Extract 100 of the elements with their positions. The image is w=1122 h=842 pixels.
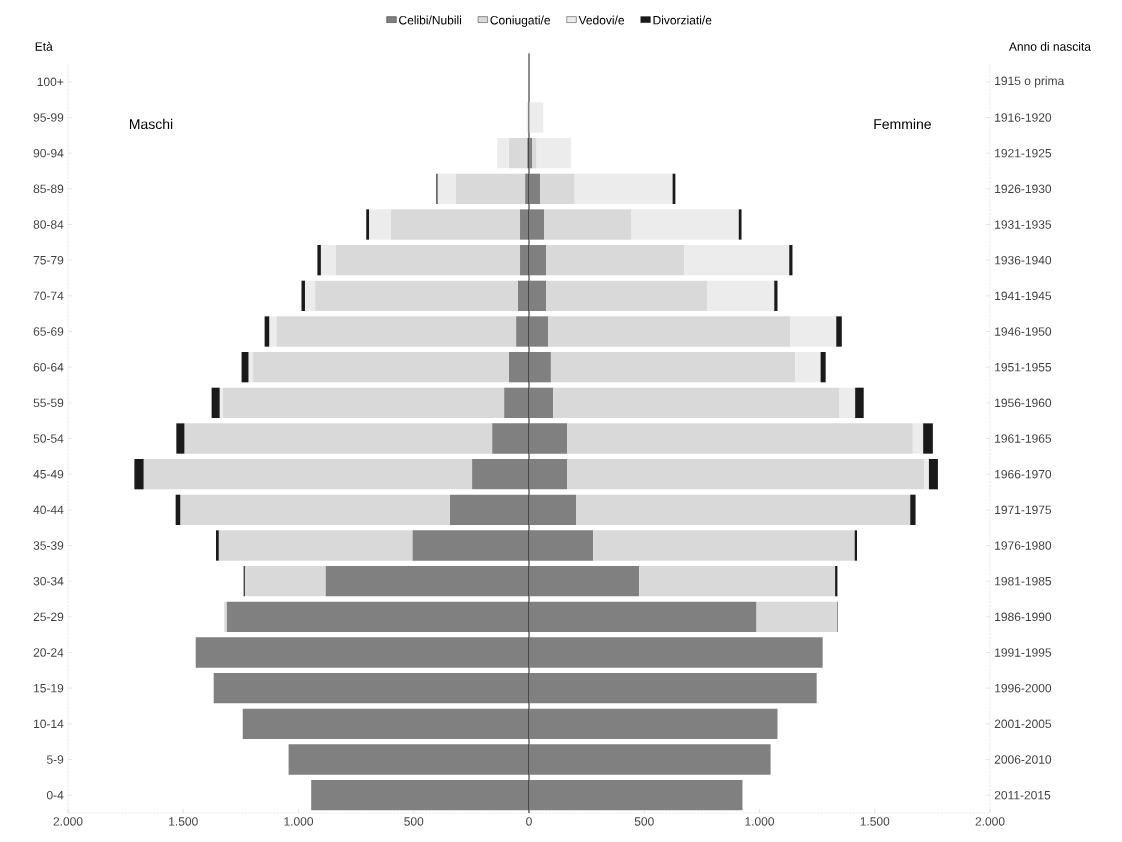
y-tick-label: 90-94 bbox=[33, 148, 64, 158]
annotation: Maschi bbox=[129, 118, 173, 130]
bar bbox=[315, 280, 518, 311]
bar bbox=[390, 209, 521, 240]
bar bbox=[508, 138, 528, 169]
y-tick-label: 0-4 bbox=[46, 790, 64, 800]
bar bbox=[631, 209, 739, 240]
y-tick-label: 95-99 bbox=[33, 113, 64, 122]
bar bbox=[567, 423, 913, 454]
bar bbox=[224, 601, 227, 632]
bar bbox=[639, 566, 836, 597]
bar bbox=[548, 316, 791, 347]
y2-tick-label: 1915 o prima bbox=[995, 76, 1065, 88]
bar bbox=[574, 173, 673, 204]
bar bbox=[244, 566, 326, 597]
bar bbox=[532, 138, 537, 169]
x-tick-label: 1.500 bbox=[860, 817, 890, 826]
bar bbox=[437, 173, 456, 204]
y-tick-label: 30-34 bbox=[33, 576, 64, 586]
bar bbox=[774, 280, 778, 311]
y-tick-label: 80-84 bbox=[33, 220, 64, 229]
y-tick-label: 20-24 bbox=[33, 648, 64, 657]
y2-tick-label: 1921-1925 bbox=[995, 148, 1052, 158]
y-tick-label: 75-79 bbox=[33, 255, 64, 265]
y-tick-label: 85-89 bbox=[33, 184, 64, 194]
bar bbox=[304, 280, 316, 311]
y2-tick-label: 1926-1930 bbox=[995, 184, 1052, 194]
x-tick-label: 1.000 bbox=[745, 817, 775, 826]
bar bbox=[276, 316, 517, 347]
y-axis-title: Età bbox=[35, 41, 53, 51]
bar bbox=[707, 280, 775, 311]
bar bbox=[143, 459, 473, 490]
y-tick-label: 100+ bbox=[37, 77, 64, 87]
bar bbox=[320, 245, 336, 276]
bar bbox=[839, 387, 856, 418]
y-tick-label: 25-29 bbox=[33, 612, 64, 622]
x-tick-label: 1.000 bbox=[284, 817, 314, 826]
y-tick-label: 45-49 bbox=[33, 469, 64, 479]
y2-tick-label: 1956-1960 bbox=[995, 398, 1052, 408]
bar bbox=[335, 245, 521, 276]
y-tick-label: 70-74 bbox=[33, 291, 64, 301]
y-tick-label: 10-14 bbox=[34, 719, 64, 729]
y2-tick-label: 1931-1935 bbox=[995, 220, 1052, 229]
legend-label: Coniugati/e bbox=[490, 15, 551, 27]
bar bbox=[248, 352, 254, 383]
y2-tick-label: 1946-1950 bbox=[995, 327, 1052, 336]
y2-tick-label: 1996-2000 bbox=[995, 683, 1052, 693]
x-tick-label: 2.000 bbox=[53, 817, 83, 826]
bar bbox=[593, 530, 855, 561]
x-tick-label: 500 bbox=[404, 817, 424, 826]
y-tick-label: 15-19 bbox=[34, 683, 64, 693]
y2-tick-label: 1961-1965 bbox=[995, 434, 1052, 443]
y2-tick-label: 1951-1955 bbox=[995, 362, 1052, 372]
bar bbox=[253, 352, 509, 383]
bar bbox=[529, 173, 541, 204]
bar bbox=[369, 209, 391, 240]
bar bbox=[497, 138, 509, 169]
y2-tick-label: 1941-1945 bbox=[995, 291, 1052, 301]
bar bbox=[855, 387, 864, 418]
y2-tick-label: 1981-1985 bbox=[995, 576, 1052, 586]
bar bbox=[790, 316, 837, 347]
y-tick-label: 40-44 bbox=[33, 505, 64, 515]
y2-tick-label: 1966-1970 bbox=[995, 469, 1052, 479]
y2-tick-label: 1976-1980 bbox=[995, 541, 1052, 550]
bar bbox=[910, 494, 916, 525]
bar bbox=[529, 102, 544, 133]
bar bbox=[546, 245, 685, 276]
annotation: Femmine bbox=[874, 118, 931, 130]
bar bbox=[912, 423, 924, 454]
bar bbox=[546, 280, 708, 311]
y2-tick-label: 1971-1975 bbox=[995, 505, 1052, 515]
y2-tick-label: 1986-1990 bbox=[995, 612, 1052, 622]
bar bbox=[180, 494, 450, 525]
bar bbox=[550, 352, 796, 383]
bar bbox=[820, 352, 826, 383]
bar bbox=[924, 459, 929, 490]
y-tick-label: 60-64 bbox=[33, 362, 64, 372]
bar bbox=[795, 352, 821, 383]
bar bbox=[366, 209, 370, 240]
legend-label: Divorziati/e bbox=[653, 15, 712, 25]
bar bbox=[684, 245, 790, 276]
bar bbox=[543, 209, 632, 240]
x-tick-label: 0 bbox=[526, 817, 532, 826]
bar bbox=[269, 316, 277, 347]
bar bbox=[567, 459, 925, 490]
bar bbox=[540, 173, 575, 204]
y2-tick-label: 1991-1995 bbox=[995, 648, 1052, 657]
bar bbox=[184, 423, 493, 454]
y2-axis-title: Anno di nascita bbox=[1008, 42, 1091, 51]
bar bbox=[455, 173, 526, 204]
bar bbox=[176, 423, 185, 454]
bar bbox=[317, 245, 321, 276]
y2-tick-label: 1936-1940 bbox=[995, 255, 1052, 265]
bar bbox=[553, 387, 840, 418]
legend-label: Vedovi/e bbox=[578, 15, 625, 25]
y-tick-label: 55-59 bbox=[33, 398, 64, 408]
legend-label: Celibi/Nubili bbox=[399, 15, 462, 25]
bar bbox=[211, 387, 220, 418]
x-tick-label: 500 bbox=[634, 817, 654, 826]
y2-tick-label: 2011-2015 bbox=[994, 790, 1051, 800]
